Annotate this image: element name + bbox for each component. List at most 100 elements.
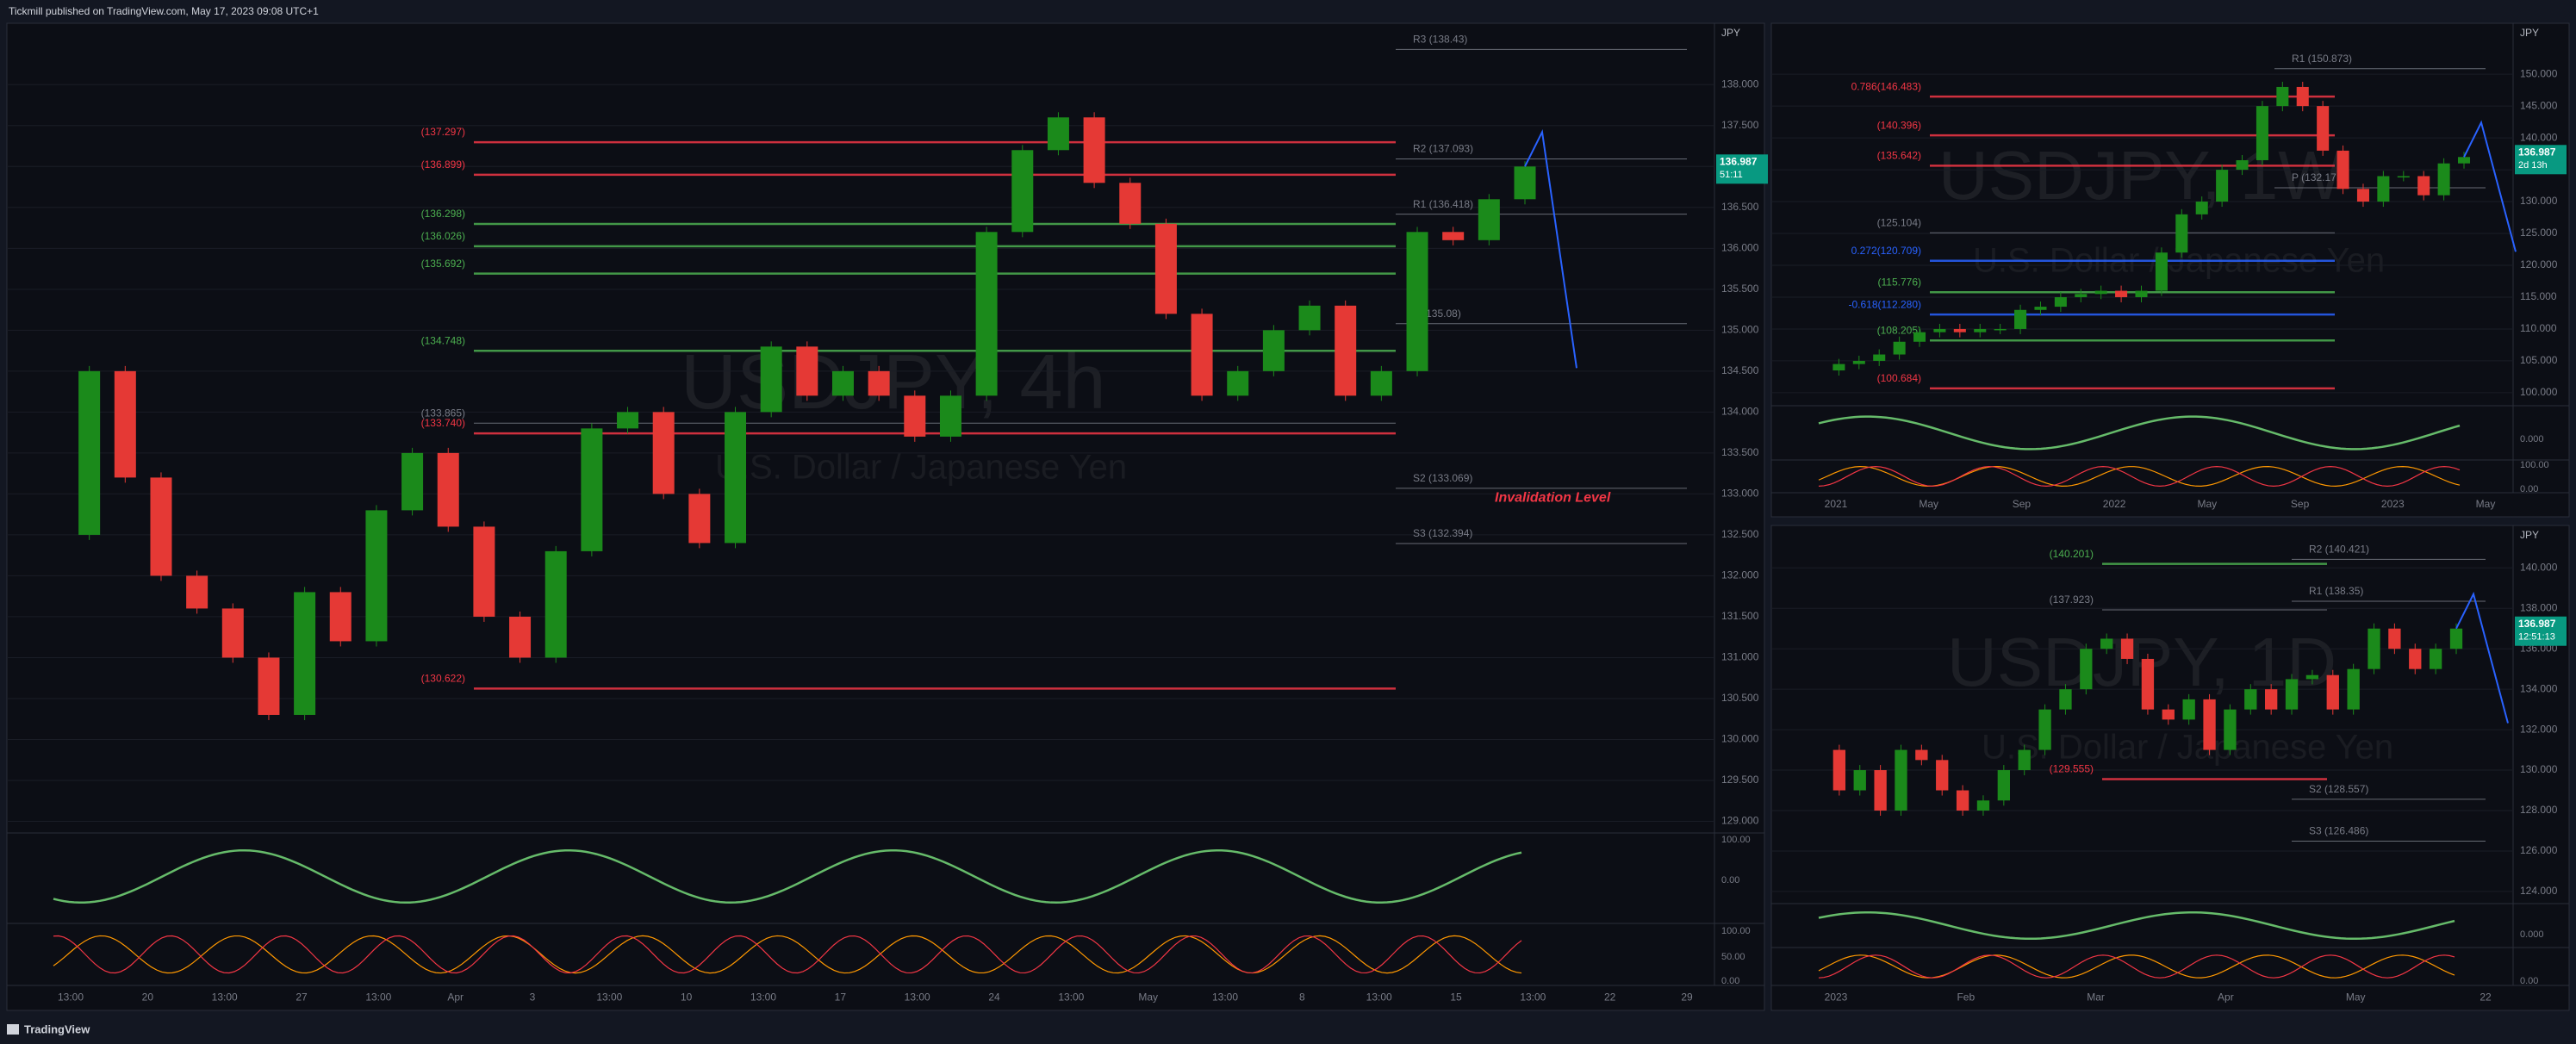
level-label: S3 (126.486) [2309,825,2368,837]
candle [1933,328,1946,332]
header-text: Tickmill published on TradingView.com, M… [9,5,319,17]
level-label: R1 (138.35) [2309,585,2363,597]
time-label: May [2198,498,2218,510]
watermark: USDJPY, 1W [1938,137,2343,214]
candle [1832,364,1845,371]
time-label: 13:00 [212,991,238,1004]
time-label: Apr [447,991,464,1004]
y-tick-label: 140.000 [2520,131,2558,143]
candle [221,608,244,658]
price-tag-timer: 12:51:13 [2518,632,2555,643]
time-label: 29 [1681,991,1693,1004]
watermark-subtitle: U.S. Dollar / Japanese Yen [715,449,1127,487]
time-label: May [2346,991,2366,1004]
annotation: Invalidation Level [1495,490,1611,505]
candle [1994,328,2007,331]
candle [1913,332,1926,342]
projection-arrow [2463,120,2517,252]
candle [1895,749,1907,811]
candle [365,510,388,642]
time-label: 27 [296,991,308,1004]
candle [1442,232,1465,240]
price-tag [2515,145,2567,175]
time-label: 13:00 [58,991,84,1004]
candle [831,370,854,396]
level-label: (133.865) [421,407,465,419]
level-label: (129.555) [2050,763,2094,775]
y-tick-label: 145.000 [2520,99,2558,111]
level-label: S3 (132.394) [1413,527,1472,539]
y-tick-label: 115.000 [2520,290,2557,302]
candle [329,592,352,642]
level-label: (137.297) [421,126,465,138]
candle [2018,749,2031,771]
candle [652,412,675,494]
y-tick-label: 130.000 [2520,763,2558,775]
y-tick-label: 135.000 [1721,324,1759,336]
oscillator-line [1818,466,2461,487]
candle [1119,183,1142,224]
y-tick-label: 130.500 [1721,692,1759,704]
candle [2265,689,2278,710]
candle [2034,307,2047,310]
price-tag-price: 136.987 [2518,146,2556,158]
candle [1514,166,1536,200]
candle [2296,86,2309,107]
candle [1976,800,1990,811]
candle [2317,106,2330,151]
time-label: 13:00 [596,991,622,1004]
level-label: (135.642) [1877,150,1921,162]
time-label: 8 [1299,991,1305,1004]
candle [294,592,316,715]
chart-pane [6,22,1765,1011]
level-label: R2 (137.093) [1413,143,1473,155]
candle [186,575,208,609]
candle [1298,305,1321,331]
candle [1083,117,1105,183]
candle [2224,709,2237,750]
level-label: S2 (133.069) [1413,472,1472,484]
time-label: Feb [1957,991,1975,1004]
candle [2397,176,2410,177]
candle [2135,290,2148,297]
y-tick-label: 137.500 [1721,119,1759,131]
oscillator-line [1818,465,2461,488]
candle [401,452,424,511]
y-tick-label: 131.000 [1721,651,1759,663]
level-label: R2 (140.421) [2309,544,2369,556]
candle [2388,628,2401,649]
logo [7,1024,19,1035]
level-label: (100.684) [1877,372,1921,384]
oscillator-line [53,935,1522,974]
level-label: (130.622) [421,673,465,685]
candle [581,428,603,551]
candle [2347,668,2360,710]
y-tick-label: 130.000 [2520,195,2558,207]
candle [904,395,926,437]
candle [2014,309,2027,329]
candle [2038,709,2051,750]
candle [2285,679,2299,710]
candle [1874,770,1887,811]
candle [1873,354,1886,361]
level-label: (135.692) [421,258,465,270]
candle [2216,170,2229,202]
time-label: 13:00 [1212,991,1238,1004]
candle [1893,341,1906,355]
time-label: 13:00 [750,991,776,1004]
y-tick-label: 130.000 [1721,733,1759,745]
currency-label: JPY [2520,529,2539,541]
currency-label: JPY [2520,27,2539,39]
time-label: 17 [835,991,847,1004]
y-tick-label: 135.500 [1721,283,1759,295]
candle [1832,749,1846,791]
candle [1974,328,1987,332]
candle [796,346,818,396]
candle [2236,159,2249,171]
y-tick-label: 138.000 [2520,601,2558,613]
oscillator-label: 0.00 [2520,976,2538,986]
level-label: (136.899) [421,158,465,171]
candle [1047,117,1069,151]
level-label: (136.298) [421,208,465,220]
